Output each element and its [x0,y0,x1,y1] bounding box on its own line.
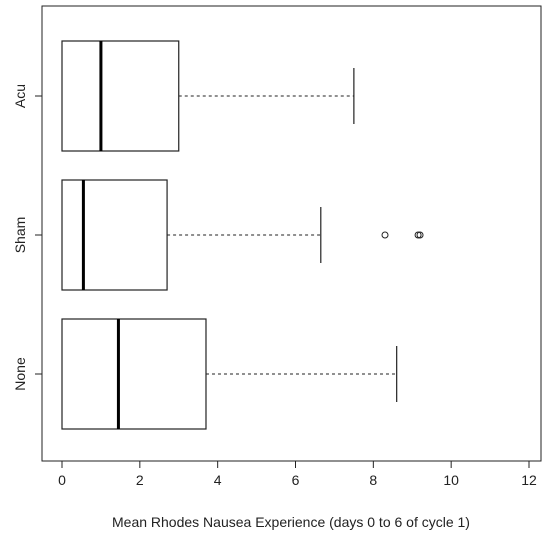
x-tick-label: 12 [521,472,537,488]
outlier-point [381,231,389,239]
box-none [61,318,398,430]
x-tick-label: 6 [292,472,300,488]
y-category-label: Sham [12,217,28,254]
box-acu [61,40,355,152]
y-category-label: Acu [12,84,28,108]
box-iqr [61,318,207,430]
x-tick-label: 4 [214,472,222,488]
x-tick-label: 2 [136,472,144,488]
x-axis-label: Mean Rhodes Nausea Experience (days 0 to… [112,514,470,530]
plot-frame [41,5,542,462]
y-category-label: None [12,357,28,391]
outlier-point [414,231,422,239]
x-tick-label: 10 [443,472,459,488]
y-axis: Acu Sham None [12,84,42,391]
x-axis: 0 2 4 6 8 10 12 [58,460,537,488]
x-tick-label: 0 [58,472,66,488]
x-tick-label: 8 [369,472,377,488]
box-sham [61,179,424,291]
outlier-point [416,231,424,239]
box-series [61,40,424,430]
box-iqr [61,40,180,152]
box-iqr [61,179,168,291]
